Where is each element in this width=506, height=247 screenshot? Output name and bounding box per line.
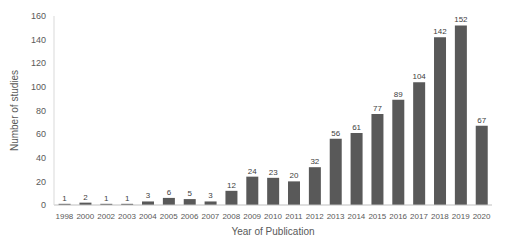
svg-text:104: 104 xyxy=(412,72,426,81)
svg-text:1: 1 xyxy=(125,194,130,203)
svg-text:2008: 2008 xyxy=(222,212,240,221)
svg-text:2010: 2010 xyxy=(264,212,282,221)
svg-text:2014: 2014 xyxy=(348,212,366,221)
svg-text:2012: 2012 xyxy=(306,212,324,221)
svg-text:2003: 2003 xyxy=(118,212,136,221)
svg-text:56: 56 xyxy=(331,129,340,138)
svg-text:89: 89 xyxy=(394,90,403,99)
svg-text:2013: 2013 xyxy=(327,212,345,221)
svg-text:2009: 2009 xyxy=(243,212,261,221)
svg-text:2016: 2016 xyxy=(389,212,407,221)
svg-text:2002: 2002 xyxy=(97,212,115,221)
svg-text:77: 77 xyxy=(373,104,382,113)
svg-text:2018: 2018 xyxy=(431,212,449,221)
svg-text:5: 5 xyxy=(188,189,193,198)
svg-text:20: 20 xyxy=(36,177,46,187)
svg-text:2020: 2020 xyxy=(473,212,491,221)
svg-text:160: 160 xyxy=(31,11,46,21)
svg-text:2017: 2017 xyxy=(410,212,428,221)
svg-text:80: 80 xyxy=(36,106,46,116)
svg-text:Number of studies: Number of studies xyxy=(9,70,20,151)
svg-text:2005: 2005 xyxy=(160,212,178,221)
svg-text:2006: 2006 xyxy=(181,212,199,221)
svg-text:2015: 2015 xyxy=(368,212,386,221)
svg-text:2007: 2007 xyxy=(202,212,220,221)
svg-text:2019: 2019 xyxy=(452,212,470,221)
svg-text:61: 61 xyxy=(352,123,361,132)
svg-text:2000: 2000 xyxy=(76,212,94,221)
svg-text:100: 100 xyxy=(31,82,46,92)
svg-text:1: 1 xyxy=(62,194,67,203)
svg-text:12: 12 xyxy=(227,181,236,190)
svg-text:120: 120 xyxy=(31,58,46,68)
svg-text:20: 20 xyxy=(290,171,299,180)
svg-text:140: 140 xyxy=(31,35,46,45)
svg-text:60: 60 xyxy=(36,129,46,139)
svg-text:3: 3 xyxy=(146,191,151,200)
svg-text:1998: 1998 xyxy=(56,212,74,221)
svg-text:152: 152 xyxy=(454,15,468,24)
svg-text:2: 2 xyxy=(83,193,88,202)
svg-text:3: 3 xyxy=(208,191,213,200)
svg-text:32: 32 xyxy=(310,157,319,166)
svg-text:2011: 2011 xyxy=(285,212,303,221)
svg-text:2004: 2004 xyxy=(139,212,157,221)
svg-text:23: 23 xyxy=(269,168,278,177)
svg-text:40: 40 xyxy=(36,153,46,163)
svg-text:67: 67 xyxy=(477,116,486,125)
svg-text:24: 24 xyxy=(248,167,257,176)
svg-text:142: 142 xyxy=(433,27,447,36)
svg-text:1: 1 xyxy=(104,194,109,203)
svg-text:Year of Publication: Year of Publication xyxy=(231,226,314,237)
svg-text:0: 0 xyxy=(41,200,46,210)
svg-text:6: 6 xyxy=(167,188,172,197)
